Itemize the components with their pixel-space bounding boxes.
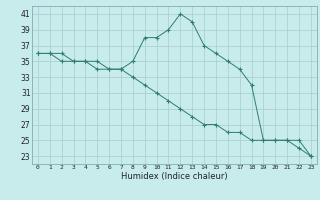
X-axis label: Humidex (Indice chaleur): Humidex (Indice chaleur) <box>121 172 228 181</box>
